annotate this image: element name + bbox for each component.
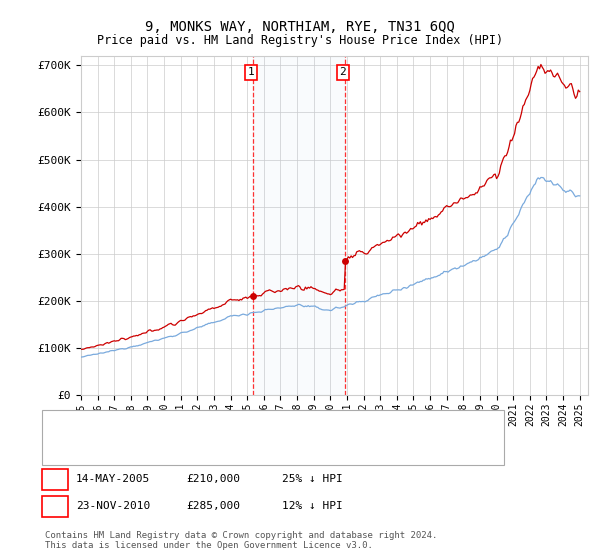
Text: 2: 2 (340, 67, 346, 77)
Text: 9, MONKS WAY, NORTHIAM, RYE, TN31 6QQ (detached house): 9, MONKS WAY, NORTHIAM, RYE, TN31 6QQ (d… (88, 422, 426, 432)
Text: 2: 2 (52, 501, 59, 511)
Text: HPI: Average price, detached house, Rother: HPI: Average price, detached house, Roth… (88, 443, 350, 453)
Text: Contains HM Land Registry data © Crown copyright and database right 2024.
This d: Contains HM Land Registry data © Crown c… (45, 530, 437, 550)
Text: ——: —— (56, 441, 73, 455)
Text: ——: —— (56, 419, 73, 433)
Text: Price paid vs. HM Land Registry's House Price Index (HPI): Price paid vs. HM Land Registry's House … (97, 34, 503, 46)
Text: £210,000: £210,000 (186, 474, 240, 484)
Text: 23-NOV-2010: 23-NOV-2010 (76, 501, 151, 511)
Text: 1: 1 (52, 474, 59, 484)
Text: 9, MONKS WAY, NORTHIAM, RYE, TN31 6QQ: 9, MONKS WAY, NORTHIAM, RYE, TN31 6QQ (145, 20, 455, 34)
Text: 14-MAY-2005: 14-MAY-2005 (76, 474, 151, 484)
Text: £285,000: £285,000 (186, 501, 240, 511)
Text: 25% ↓ HPI: 25% ↓ HPI (282, 474, 343, 484)
Text: 12% ↓ HPI: 12% ↓ HPI (282, 501, 343, 511)
Text: 1: 1 (248, 67, 254, 77)
Bar (253, 56, 346, 395)
